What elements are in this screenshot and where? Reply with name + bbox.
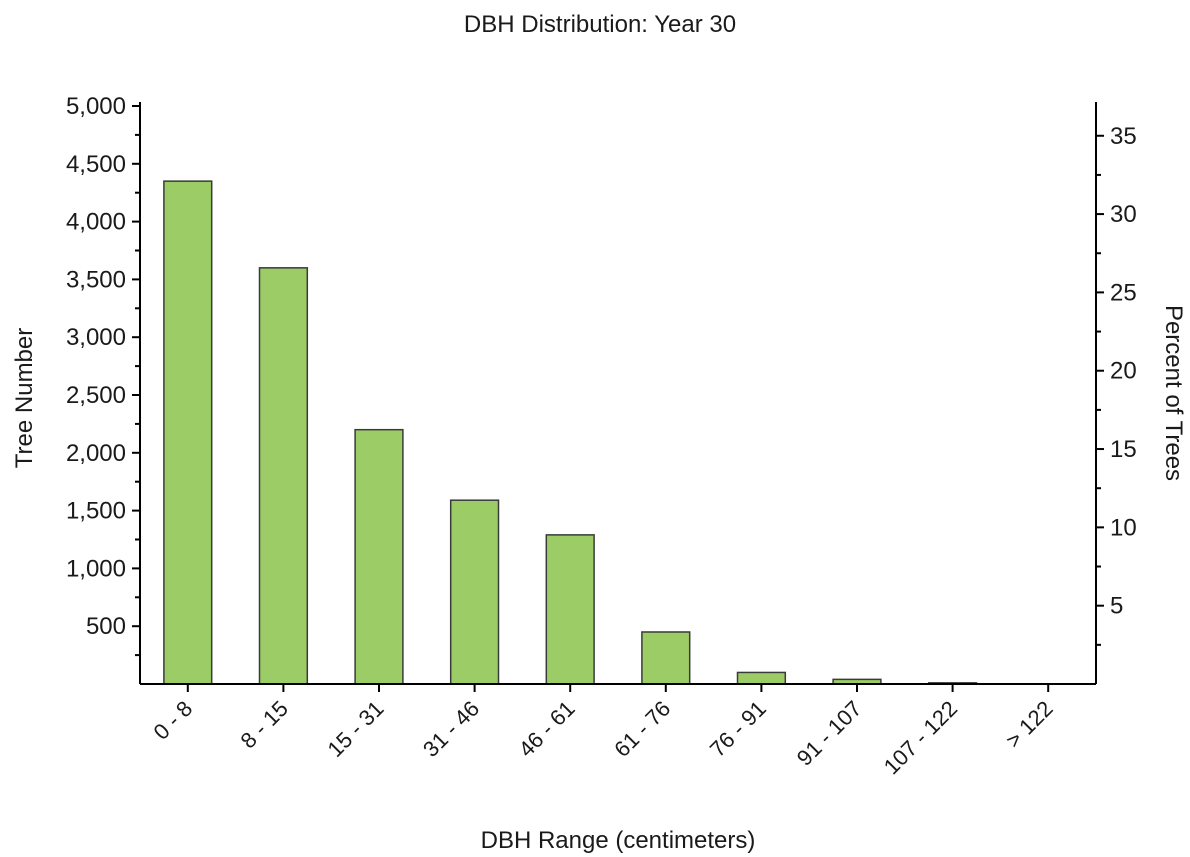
y2-tick-label-1: 10 bbox=[1110, 514, 1137, 541]
bar-4 bbox=[545, 534, 595, 685]
y2-tick-label-6: 35 bbox=[1110, 123, 1137, 150]
x-tick-label-0: 0 - 8 bbox=[149, 696, 198, 745]
bars-group bbox=[163, 180, 978, 685]
y-tick-label-1: 1,000 bbox=[66, 555, 126, 582]
x-tick-label-7: 91 - 107 bbox=[792, 696, 867, 771]
x-tick-label-5: 61 - 76 bbox=[609, 696, 675, 762]
y2-tick-label-3: 20 bbox=[1110, 358, 1137, 385]
x-tick-label-6: 76 - 91 bbox=[705, 696, 771, 762]
y2-tick-label-2: 15 bbox=[1110, 436, 1137, 463]
y2-tick-label-0: 5 bbox=[1110, 593, 1123, 620]
x-tick-label-4: 46 - 61 bbox=[514, 696, 580, 762]
y2-tick-label-5: 30 bbox=[1110, 201, 1137, 228]
bar-6 bbox=[736, 671, 787, 685]
y-axis-title: Tree Number bbox=[11, 328, 38, 468]
bar-2 bbox=[354, 428, 404, 685]
y-tick-label-6: 3,500 bbox=[66, 266, 126, 293]
bar-3 bbox=[449, 499, 500, 685]
bar-0 bbox=[163, 180, 213, 685]
x-tick-label-8: 107 - 122 bbox=[879, 696, 962, 779]
chart-title: DBH Distribution: Year 30 bbox=[464, 11, 736, 38]
y2-tick-label-4: 25 bbox=[1110, 279, 1137, 306]
y-tick-label-7: 4,000 bbox=[66, 209, 126, 236]
y-tick-label-9: 5,000 bbox=[66, 93, 126, 120]
y-tick-label-2: 1,500 bbox=[66, 498, 126, 525]
bar-5 bbox=[641, 631, 691, 685]
bar-1 bbox=[258, 267, 309, 685]
x-tick-label-1: 8 - 15 bbox=[235, 696, 292, 753]
y-tick-label-5: 3,000 bbox=[66, 324, 126, 351]
y2-axis-title: Percent of Trees bbox=[1160, 305, 1187, 481]
y-tick-label-8: 4,500 bbox=[66, 151, 126, 178]
axes-group: 0 - 8 8 - 15 15 - 31 31 - 46 46 - 61 61 - 76 7… bbox=[66, 93, 1137, 779]
x-tick-label-3: 31 - 46 bbox=[418, 696, 484, 762]
y-tick-label-3: 2,000 bbox=[66, 440, 126, 467]
y-tick-label-0: 500 bbox=[86, 613, 126, 640]
x-axis-title: DBH Range (centimeters) bbox=[481, 827, 756, 854]
x-tick-label-2: 15 - 31 bbox=[322, 696, 388, 762]
x-tick-label-9: > 122 bbox=[1001, 696, 1058, 753]
y-tick-label-4: 2,500 bbox=[66, 382, 126, 409]
